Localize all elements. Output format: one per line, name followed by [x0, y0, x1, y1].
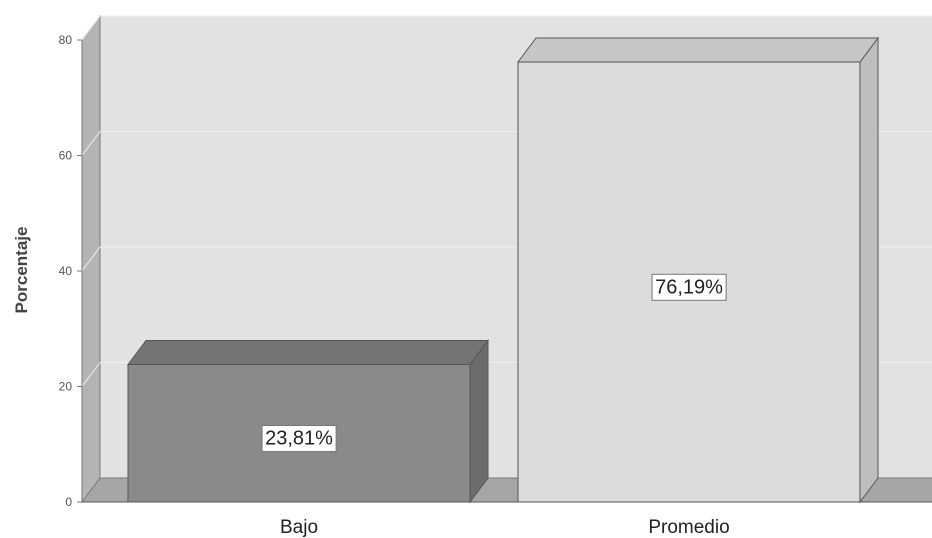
x-category-label: Promedio	[648, 517, 729, 538]
bar-bajo: 23,81%	[127, 338, 489, 504]
bar-top	[127, 339, 489, 365]
gridline-side	[81, 362, 101, 387]
y-tick-label: 40	[59, 264, 73, 278]
data-label-text: 23,81%	[265, 428, 333, 450]
y-tick-label: 20	[59, 380, 73, 394]
data-label-box	[261, 425, 337, 453]
y-tick-label: 60	[59, 149, 73, 163]
data-label-text: 76,19%	[655, 276, 723, 298]
bar-side	[859, 36, 879, 504]
bar-promedio: 76,19%	[517, 36, 879, 504]
gridline-side	[81, 131, 101, 156]
bar-top	[517, 37, 879, 63]
bar-side	[469, 338, 489, 504]
data-label: 76,19%	[651, 273, 727, 301]
data-label-box	[651, 273, 727, 301]
x-category-label: Bajo	[280, 517, 318, 538]
y-axis-ticks: 0 20 40 60 80	[59, 33, 83, 509]
y-tick-label: 0	[65, 495, 72, 509]
gridline-side	[81, 246, 101, 272]
bars: 23,81% 76,19%	[127, 36, 879, 504]
gridline-side	[81, 15, 101, 41]
y-axis-title: Porcentaje	[12, 227, 31, 314]
data-label: 23,81%	[261, 425, 337, 453]
y-tick-label: 80	[59, 33, 73, 47]
x-axis-categories: Bajo Promedio	[280, 517, 730, 538]
